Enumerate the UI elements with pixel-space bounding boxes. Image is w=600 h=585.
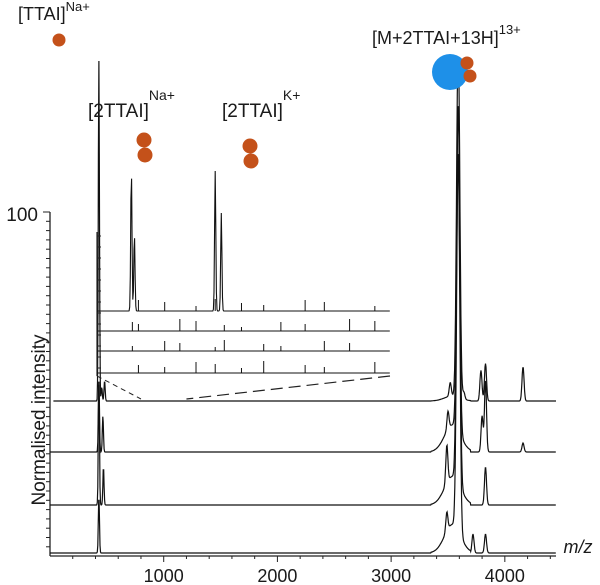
x-axis-label: m/z [564, 537, 593, 557]
annotation-protein-complex-text: [M+2TTAI+13H] [372, 28, 499, 48]
annotation-2ttai-na-sup: Na+ [149, 87, 175, 103]
annotation-2ttai-na-text: [2TTAI] [88, 101, 149, 122]
protein-marker [432, 54, 468, 90]
zoom-connector-right [186, 375, 391, 400]
inset-zoom [96, 170, 391, 400]
spectrum-trace-0 [53, 59, 556, 402]
annotation-ttai-na: [TTAI]Na+ [18, 0, 90, 24]
annotation-ttai-na-text: [TTAI] [18, 4, 66, 24]
annotation-protein-complex: [M+2TTAI+13H]13+ [372, 22, 521, 48]
protein-ttai-marker-bottom [463, 69, 477, 83]
spectrum-trace-2 [50, 106, 556, 506]
ttai-marker-dimer-k-bottom [243, 153, 259, 169]
ttai-marker-dimer-na-bottom [137, 147, 153, 163]
annotation-markers [52, 33, 477, 169]
annotation-2ttai-k-text: [2TTAI] [222, 101, 283, 122]
x-tick-label: 3000 [371, 566, 411, 585]
spectrum-traces [50, 59, 556, 554]
protein-ttai-marker-top [460, 56, 474, 70]
y-tick-label: 100 [6, 205, 38, 226]
annotation-2ttai-k-sup: K+ [283, 87, 301, 103]
ttai-marker-single [52, 33, 66, 47]
annotation-2ttai-k: [2TTAI]K+ [222, 87, 300, 122]
annotation-ttai-na-sup: Na+ [66, 0, 90, 14]
x-tick-label: 4000 [485, 566, 525, 585]
spectrum-trace-3 [50, 154, 556, 554]
annotation-2ttai-na: [2TTAI]Na+ [88, 87, 175, 122]
axes: 1000 2000 3000 4000 [43, 211, 556, 585]
x-tick-label: 1000 [144, 566, 184, 585]
annotation-protein-complex-sup: 13+ [499, 22, 521, 37]
spectrum-trace-1 [50, 163, 556, 454]
x-tick-label: 2000 [257, 566, 297, 585]
ttai-marker-dimer-na-top [136, 132, 152, 148]
ttai-marker-dimer-k-top [242, 138, 258, 154]
inset-trace-0 [97, 170, 390, 312]
y-axis-label: Normalised intensity [29, 334, 50, 506]
